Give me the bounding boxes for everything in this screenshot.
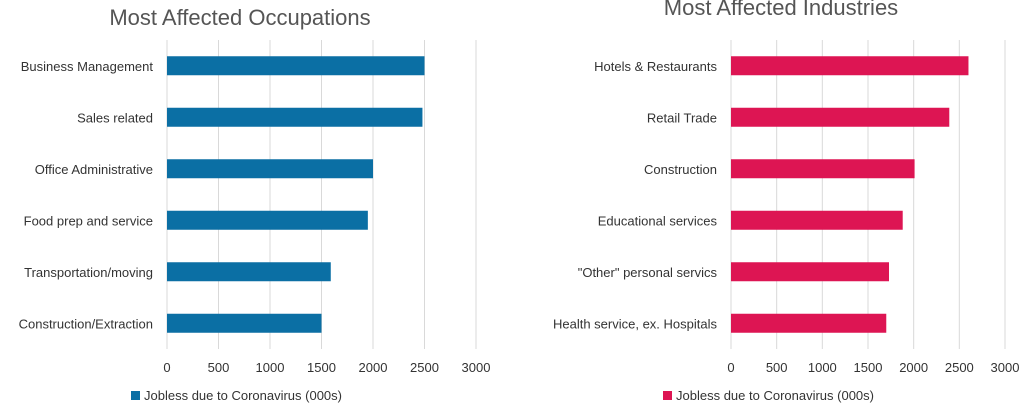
legend: Jobless due to Coronavirus (000s): [663, 388, 874, 403]
x-tick-label: 3000: [462, 360, 491, 375]
occupations-chart: Most Affected Occupations Business Manag…: [19, 5, 491, 403]
category-label: "Other" personal servics: [578, 265, 718, 280]
bar: [731, 262, 890, 282]
category-label: Transportation/moving: [24, 265, 153, 280]
x-tick-label: 1000: [256, 360, 285, 375]
chart-title: Most Affected Industries: [664, 0, 898, 20]
category-label: Educational services: [598, 213, 718, 228]
x-tick-label: 3000: [991, 360, 1020, 375]
chart-title: Most Affected Occupations: [109, 5, 370, 30]
category-label: Sales related: [77, 110, 153, 125]
bar: [167, 56, 425, 76]
category-label: Hotels & Restaurants: [594, 59, 717, 74]
x-tick-label: 500: [766, 360, 788, 375]
legend-swatch: [663, 391, 672, 400]
x-tick-label: 2500: [945, 360, 974, 375]
x-tick-label: 1000: [808, 360, 837, 375]
category-label: Food prep and service: [24, 213, 153, 228]
legend: Jobless due to Coronavirus (000s): [131, 388, 342, 403]
bar: [167, 107, 423, 127]
x-tick-label: 2500: [410, 360, 439, 375]
legend-label: Jobless due to Coronavirus (000s): [144, 388, 342, 403]
bar: [731, 313, 887, 333]
bar: [167, 262, 331, 282]
x-tick-label: 0: [163, 360, 170, 375]
bar: [167, 313, 322, 333]
x-tick-label: 2000: [359, 360, 388, 375]
x-tick-label: 1500: [854, 360, 883, 375]
industries-chart: Most Affected Industries Hotels & Restau…: [553, 0, 1019, 403]
x-tick-label: 500: [208, 360, 230, 375]
bar: [731, 56, 969, 76]
legend-label: Jobless due to Coronavirus (000s): [676, 388, 874, 403]
category-label: Retail Trade: [647, 110, 717, 125]
x-tick-label: 1500: [307, 360, 336, 375]
x-tick-label: 2000: [899, 360, 928, 375]
bar: [167, 210, 368, 230]
bar: [167, 159, 373, 179]
category-label: Health service, ex. Hospitals: [553, 316, 718, 331]
category-label: Office Administrative: [35, 162, 153, 177]
bar: [731, 159, 915, 179]
x-tick-label: 0: [727, 360, 734, 375]
category-label: Construction: [644, 162, 717, 177]
bar: [731, 107, 950, 127]
category-label: Business Management: [21, 59, 154, 74]
bar: [731, 210, 903, 230]
legend-swatch: [131, 391, 140, 400]
category-label: Construction/Extraction: [19, 316, 153, 331]
